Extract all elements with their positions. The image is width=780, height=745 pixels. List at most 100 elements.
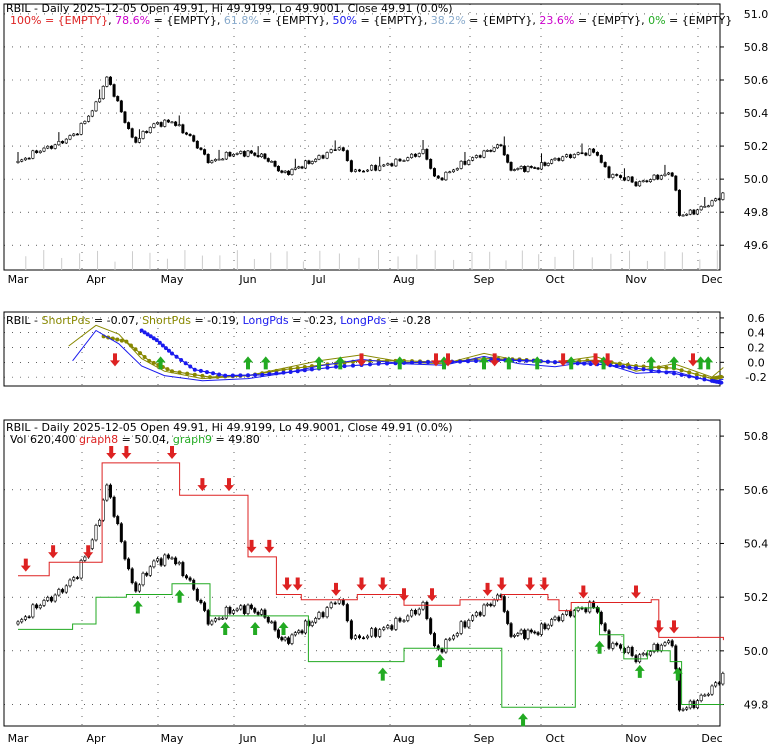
top-price-bar-body	[648, 179, 652, 183]
osc-series-dot	[198, 368, 203, 373]
legend-segment: 78.6%	[115, 14, 150, 27]
bottom-price-bar-body	[523, 629, 527, 639]
top-price-bar-body	[638, 181, 642, 187]
bottom-price-bar-body	[685, 707, 689, 710]
osc-series-dot	[426, 360, 430, 365]
osc-series-dot	[351, 363, 355, 368]
top-price-bar-body	[325, 152, 329, 159]
bottom-price-bar-body	[130, 568, 134, 584]
bottom-price-bar-body	[134, 582, 138, 592]
bottom-price-bar-body	[506, 611, 510, 624]
x-tick-label: Oct	[545, 732, 565, 745]
bottom-up-arrow	[278, 621, 289, 635]
bottom-price-bar-body	[297, 630, 301, 633]
osc-series-dot	[157, 340, 162, 345]
legend-segment: = {EMPTY}	[259, 14, 326, 27]
osc-series-dot	[641, 364, 646, 369]
top-price-bar-body	[526, 166, 530, 172]
x-tick-label: May	[161, 273, 184, 286]
top-price-bar-body	[536, 167, 540, 170]
legend-segment: = 50.04,	[118, 433, 173, 446]
top-price-bar-body	[390, 163, 394, 167]
bottom-down-arrow	[121, 445, 132, 459]
osc-series-dot	[288, 369, 293, 374]
bottom-price-bar-body	[94, 525, 98, 541]
bottom-price-bar-body	[568, 610, 572, 617]
legend-segment: ,	[108, 14, 115, 27]
top-price-bar-body	[317, 155, 321, 160]
bottom-price-bar-body	[448, 638, 452, 641]
top-price-bar-body	[276, 165, 280, 172]
bottom-price-bar-body	[16, 621, 20, 625]
y-tick-label: 50.0	[744, 645, 769, 658]
bottom-price-bar-body	[536, 632, 540, 635]
bottom-price-bar-body	[561, 614, 565, 621]
osc-series-dot	[223, 373, 228, 378]
x-tick-label: Dec	[701, 273, 722, 286]
osc-series-dot	[163, 346, 168, 351]
top-price-bar-body	[533, 167, 537, 169]
top-price-bar-body	[42, 147, 46, 152]
bottom-price-bar-body	[337, 599, 341, 604]
legend-segment: ,	[424, 14, 431, 27]
x-tick-label: Mar	[8, 273, 29, 286]
bottom-price-bar-body	[105, 484, 109, 501]
bottom-price-bar-body	[357, 635, 361, 639]
bottom-panel-legend: Vol 620,400 graph8 = 50.04, graph9 = 49.…	[10, 433, 260, 446]
osc-series-dot	[664, 365, 669, 370]
bottom-price-bar-body	[417, 608, 421, 615]
x-tick-label: Apr	[86, 273, 106, 286]
top-price-bar-body	[199, 147, 203, 150]
bottom-price-bar-body	[314, 618, 318, 623]
bottom-price-bar-body	[98, 519, 102, 526]
osc-series-dot	[230, 373, 235, 378]
top-price-bar-body	[721, 192, 725, 200]
top-price-bar-body	[436, 175, 440, 179]
top-price-bar-body	[366, 169, 370, 172]
osc-series-dot	[410, 360, 414, 365]
bottom-price-bar-body	[206, 610, 210, 625]
x-tick-label: Sep	[474, 732, 495, 745]
x-tick-label: Dec	[701, 732, 722, 745]
osc-series-dot	[147, 358, 152, 363]
top-price-bar-body	[23, 157, 27, 161]
bottom-price-bar-body	[329, 602, 333, 608]
top-price-bar-body	[64, 138, 68, 144]
top-price-bar-body	[455, 168, 459, 171]
osc-series-dot	[309, 367, 314, 372]
bottom-price-bar-body	[648, 651, 652, 656]
y-tick-label: 50.8	[744, 41, 769, 54]
bottom-price-bar-body	[127, 558, 131, 570]
top-price-bar-body	[595, 152, 599, 156]
top-price-bar-body	[588, 148, 592, 156]
bottom-price-bar-body	[27, 616, 31, 619]
osc-series-dot	[672, 371, 676, 376]
top-price-bar-body	[94, 101, 98, 112]
top-price-bar-body	[210, 160, 214, 163]
bottom-price-bar-body	[75, 577, 79, 579]
osc-series-dot	[474, 358, 478, 363]
top-price-bar-body	[611, 174, 615, 178]
y-tick-label: -0.2	[745, 371, 766, 384]
osc-series-dot	[694, 375, 699, 380]
bottom-price-bar-body	[310, 621, 314, 626]
osc-series-dot	[702, 377, 707, 382]
osc-series-dot	[138, 351, 143, 356]
osc-down-arrow	[443, 353, 453, 367]
osc-series-dot	[679, 372, 684, 377]
bottom-up-arrow	[250, 621, 261, 635]
top-price-bar-body	[516, 168, 520, 170]
bottom-price-bar-body	[699, 694, 703, 702]
top-price-bar-body	[499, 144, 503, 147]
bottom-price-bar-body	[300, 630, 304, 634]
legend-segment: ,	[641, 14, 648, 27]
top-price-bar-body	[417, 153, 421, 157]
top-price-bar-body	[557, 158, 561, 161]
bottom-price-bar-body	[166, 554, 170, 559]
top-price-bar-body	[256, 155, 260, 158]
top-price-bar-body	[634, 181, 638, 187]
bottom-price-bar-body	[90, 539, 94, 549]
bottom-panel-title: RBIL - Daily 2025-12-05 Open 49.91, Hi 4…	[6, 421, 453, 434]
bottom-price-bar-body	[509, 623, 513, 637]
osc-series-dot	[211, 371, 216, 376]
